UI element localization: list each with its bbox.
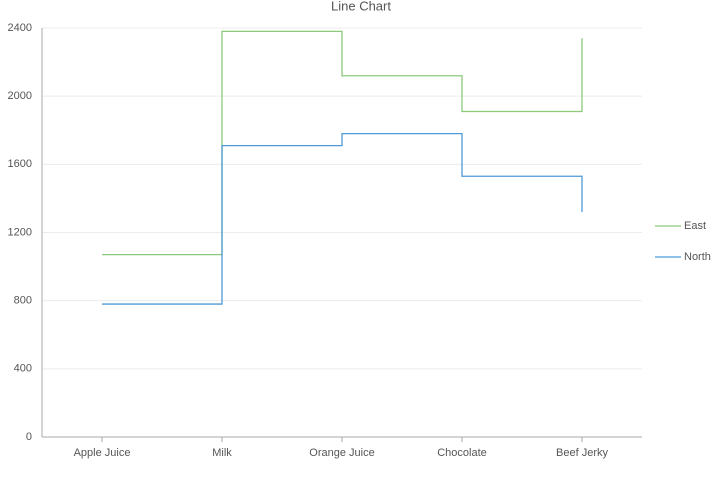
x-tick-label: Chocolate xyxy=(437,447,487,459)
y-tick-label: 400 xyxy=(14,363,32,375)
series-line xyxy=(102,133,583,305)
y-tick-label: 1600 xyxy=(8,158,32,170)
x-tick-label: Apple Juice xyxy=(74,447,131,459)
y-tick-label: 2000 xyxy=(8,90,32,102)
chart-title: Line Chart xyxy=(331,0,391,13)
y-tick-label: 800 xyxy=(14,295,32,307)
x-tick-label: Milk xyxy=(212,447,232,459)
y-tick-label: 1200 xyxy=(8,226,32,238)
legend-label: East xyxy=(684,220,706,232)
legend-label: North xyxy=(684,251,711,263)
y-tick-label: 0 xyxy=(26,431,32,443)
x-tick-label: Beef Jerky xyxy=(556,447,608,459)
x-tick-label: Orange Juice xyxy=(309,447,374,459)
y-tick-label: 2400 xyxy=(8,22,32,34)
